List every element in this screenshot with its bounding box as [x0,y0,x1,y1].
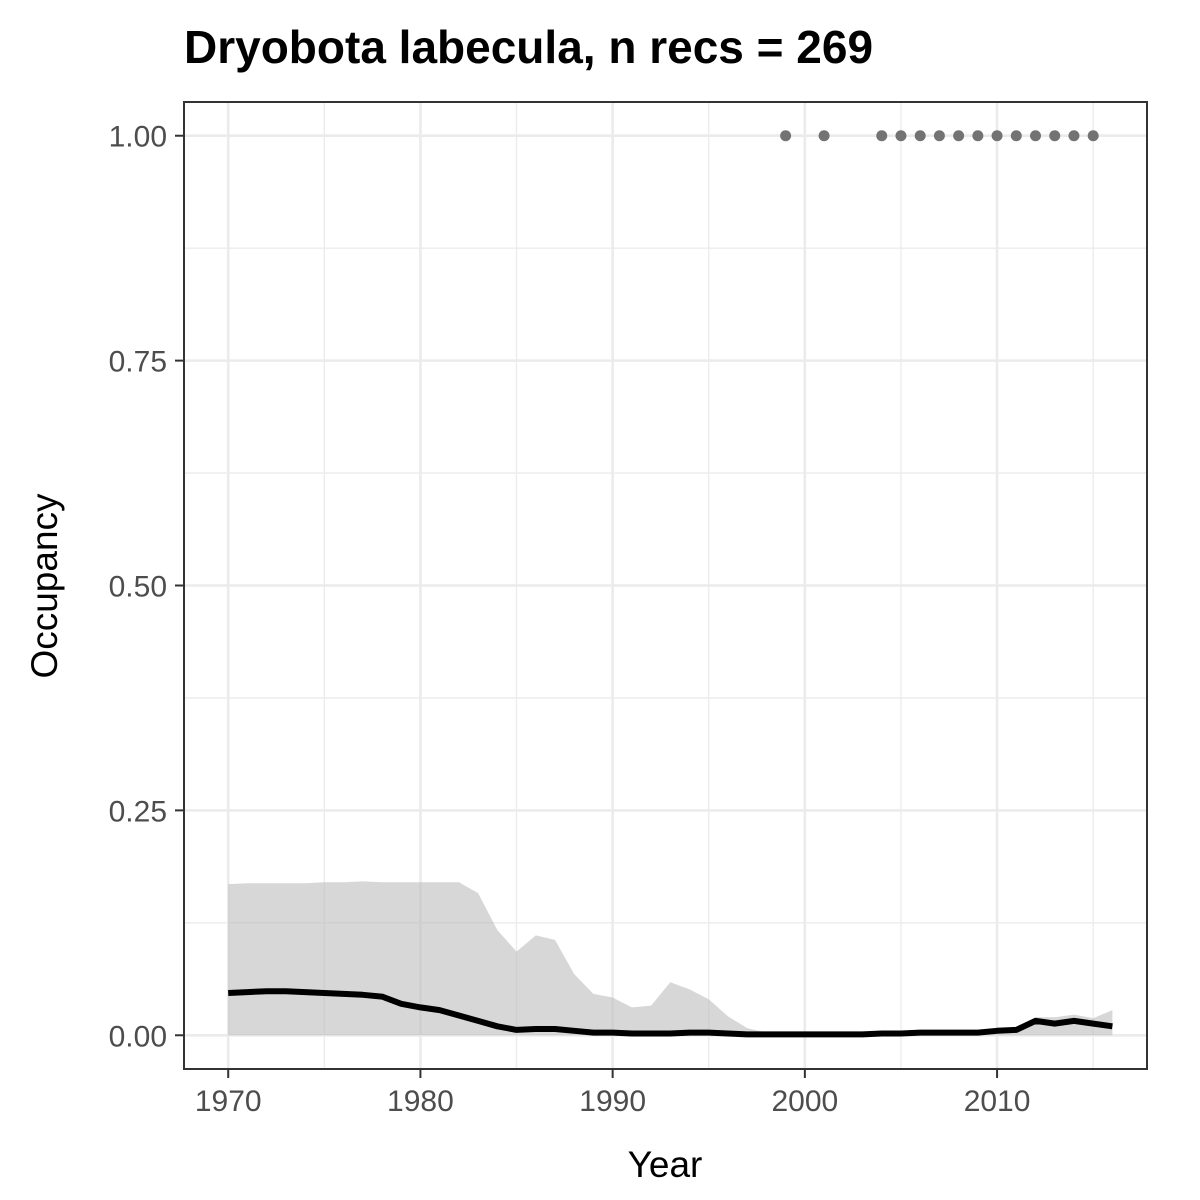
x-axis-title: Year [628,1144,703,1185]
y-tick-label: 0.50 [109,571,167,604]
y-axis-title: Occupancy [24,493,65,679]
record-point [914,130,926,142]
confidence-ribbon [228,881,1113,1036]
x-tick-label: 1990 [579,1085,646,1118]
x-tick-label: 1970 [195,1085,262,1118]
occupancy-line [228,988,1113,1038]
record-point [876,130,888,142]
record-point [991,130,1003,142]
record-point [895,130,907,142]
record-point [933,130,945,142]
y-axis: 0.00 0.25 0.50 0.75 1.00 [109,121,184,1053]
confidence-ribbon-layer [228,881,1113,1036]
record-points-layer [780,130,1099,142]
x-tick-label: 2010 [964,1085,1031,1118]
x-tick-label: 2000 [771,1085,838,1118]
x-tick-label: 1980 [387,1085,454,1118]
record-point [1030,130,1042,142]
y-tick-label: 0.00 [109,1020,167,1053]
record-point [780,130,792,142]
y-tick-label: 1.00 [109,121,167,154]
chart-title: Dryobota labecula, n recs = 269 [184,21,873,73]
occupancy-line-layer [228,988,1113,1038]
record-point [1087,130,1099,142]
x-axis: 1970 1980 1990 2000 2010 [195,1069,1031,1118]
record-point [818,130,830,142]
y-tick-label: 0.75 [109,346,167,379]
record-point [972,130,984,142]
record-point [1068,130,1080,142]
record-point [953,130,965,142]
record-point [1010,130,1022,142]
y-tick-label: 0.25 [109,795,167,828]
record-point [1049,130,1061,142]
